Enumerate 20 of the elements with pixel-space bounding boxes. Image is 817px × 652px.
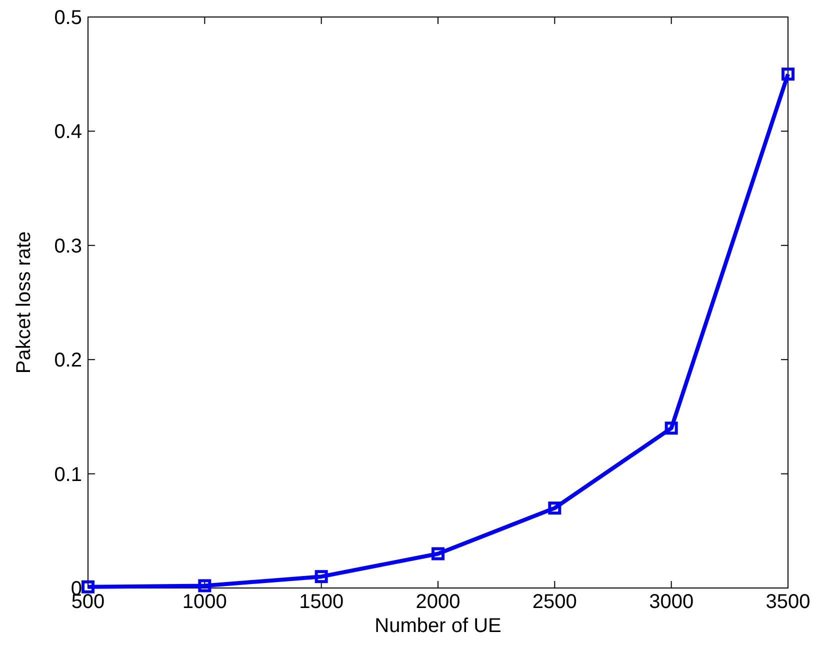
y-tick-label: 0.2 <box>54 350 82 372</box>
y-tick-label: 0.3 <box>54 235 82 258</box>
point <box>432 547 444 560</box>
x-tick-label: 3500 <box>766 591 810 613</box>
point <box>664 422 678 435</box>
point <box>198 579 212 592</box>
y-axis-title: Pakcet loss rate <box>13 231 35 374</box>
point <box>548 502 562 515</box>
y-tick-label: 0.1 <box>54 464 82 486</box>
x-tick-label: 1500 <box>299 591 344 613</box>
x-axis-title: Number of UE <box>374 615 502 637</box>
x-tick-label: 2000 <box>416 591 460 613</box>
point <box>782 68 794 81</box>
y-tick-label: 0.5 <box>54 7 82 29</box>
point <box>314 570 328 584</box>
x-tick-label: 1000 <box>182 591 227 613</box>
y-tick-label: 0.4 <box>54 121 82 144</box>
x-tick-label: 2500 <box>532 591 577 613</box>
x-tick-label: 3000 <box>649 591 694 613</box>
point <box>82 580 94 594</box>
